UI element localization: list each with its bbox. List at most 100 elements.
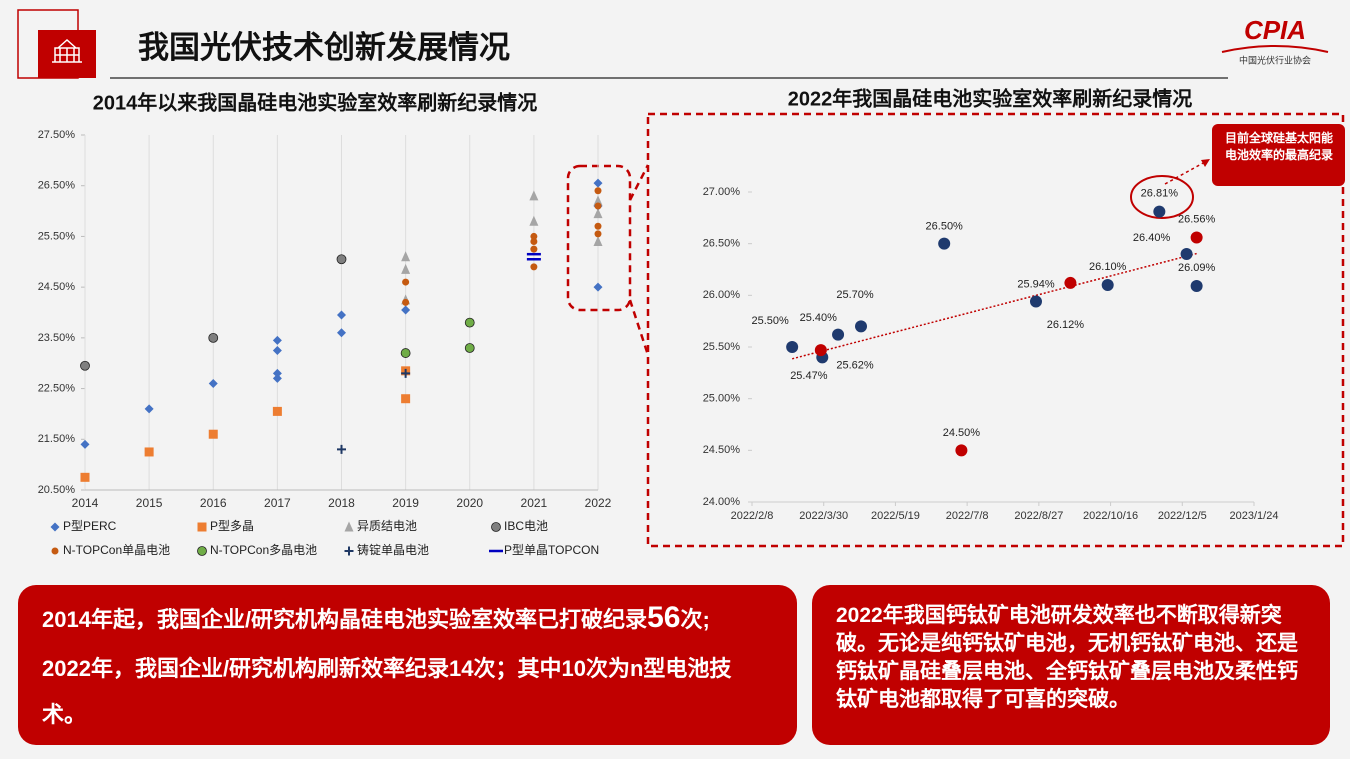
y-tick-label: 27.00% [703, 186, 741, 198]
point [593, 236, 603, 246]
point [814, 344, 827, 357]
point [1153, 205, 1166, 218]
x-tick-label: 2022/12/5 [1158, 510, 1207, 522]
point [208, 429, 218, 439]
logo-swoosh [1221, 45, 1329, 53]
point [1180, 248, 1193, 260]
point [464, 343, 475, 353]
point [272, 335, 282, 345]
y-tick-label: 27.50% [38, 129, 76, 141]
y-tick-label: 20.50% [38, 484, 76, 496]
point [530, 232, 538, 240]
point [786, 341, 799, 353]
legend-label: 铸锭单晶电池 [357, 542, 429, 557]
legend-label: P型PERC [63, 519, 117, 533]
y-tick-label: 26.00% [703, 289, 741, 301]
legend-label: 异质结电池 [357, 519, 417, 533]
note-number: 56 [647, 601, 681, 634]
note-box [18, 585, 797, 745]
value-label: 26.12% [1047, 319, 1085, 331]
chart-title: 2022年我国晶硅电池实验室效率刷新纪录情况 [788, 86, 1193, 110]
point [337, 444, 346, 454]
point [400, 348, 411, 358]
point [208, 332, 219, 343]
point [80, 439, 90, 449]
point [1101, 279, 1114, 291]
point [1064, 276, 1077, 289]
x-tick-label: 2019 [392, 496, 419, 510]
point [402, 298, 410, 306]
note-text: 2014年起，我国企业/研究机构晶硅电池实验室效率已打破纪录 [42, 607, 648, 632]
note-right: 2022年我国钙钛矿电池研发效率也不断取得新突破。无论是纯钙钛矿电池，无机钙钛矿… [836, 604, 1298, 711]
point [464, 317, 475, 328]
x-tick-label: 2015 [136, 496, 163, 510]
point [401, 394, 411, 404]
y-tick-label: 26.50% [38, 180, 76, 192]
point [955, 444, 968, 457]
point [855, 320, 868, 333]
value-label: 26.50% [926, 221, 964, 233]
y-tick-label: 26.50% [703, 238, 741, 250]
legend-marker [197, 546, 207, 556]
value-label: 26.09% [1178, 262, 1216, 274]
x-tick-label: 2018 [328, 496, 355, 510]
point [1190, 280, 1203, 293]
point [272, 368, 282, 378]
y-tick-label: 24.50% [38, 281, 76, 293]
annotation-box [1212, 124, 1345, 186]
point [529, 215, 539, 226]
logo-org: 中国光伏行业协会 [1239, 54, 1311, 65]
y-tick-label: 25.00% [703, 393, 741, 405]
legend-marker [51, 547, 59, 555]
x-tick-label: 2016 [200, 496, 227, 510]
x-tick-label: 2023/1/24 [1230, 510, 1279, 522]
icon-glyph [52, 38, 82, 63]
point [401, 263, 411, 274]
point [938, 237, 951, 250]
x-tick-label: 2021 [521, 496, 548, 510]
point [208, 379, 218, 388]
x-tick-label: 2022/7/8 [946, 510, 989, 522]
y-tick-label: 22.50% [38, 382, 76, 394]
point [594, 187, 602, 195]
annotation: 目前全球硅基太阳能电池效率的最高纪录 [1224, 131, 1333, 162]
point [594, 202, 602, 210]
point [337, 328, 346, 338]
point [1029, 295, 1042, 308]
point [594, 230, 602, 238]
legend-label: N-TOPCon单晶电池 [63, 543, 170, 557]
x-tick-label: 2022 [585, 496, 612, 510]
x-tick-label: 2022/8/27 [1014, 510, 1063, 522]
trendline [791, 252, 1197, 360]
note-text: 次; [680, 607, 710, 632]
point [593, 208, 603, 219]
value-label: 26.40% [1133, 232, 1171, 244]
legend-label: P型单晶TOPCON [504, 543, 599, 557]
point [144, 404, 154, 414]
legend-marker [491, 522, 501, 532]
legend-marker [344, 521, 354, 532]
value-label: 24.50% [943, 427, 981, 439]
y-tick-label: 24.50% [703, 444, 741, 456]
value-label: 25.70% [836, 289, 874, 301]
chart-title: 2014年以来我国晶硅电池实验室效率刷新纪录情况 [93, 90, 538, 114]
annotation-arrow [1164, 161, 1206, 185]
x-tick-label: 2020 [456, 496, 483, 510]
point [336, 254, 347, 265]
note-left: 2014年起，我国企业/研究机构晶硅电池实验室效率已打破纪录56次; [42, 600, 792, 638]
y-tick-label: 25.50% [38, 230, 76, 242]
point [593, 195, 603, 206]
note-box [812, 585, 1330, 745]
legend-label: P型多晶 [210, 519, 254, 533]
x-tick-label: 2022/2/8 [731, 510, 774, 522]
point [593, 178, 603, 188]
point [529, 190, 539, 201]
logo: CPIA [1244, 15, 1306, 45]
point [593, 282, 603, 292]
x-tick-label: 2017 [264, 496, 291, 510]
highlight-circle [1130, 175, 1194, 219]
value-label: 25.40% [800, 312, 838, 324]
point [402, 278, 410, 286]
point [272, 373, 282, 383]
point [272, 346, 282, 356]
